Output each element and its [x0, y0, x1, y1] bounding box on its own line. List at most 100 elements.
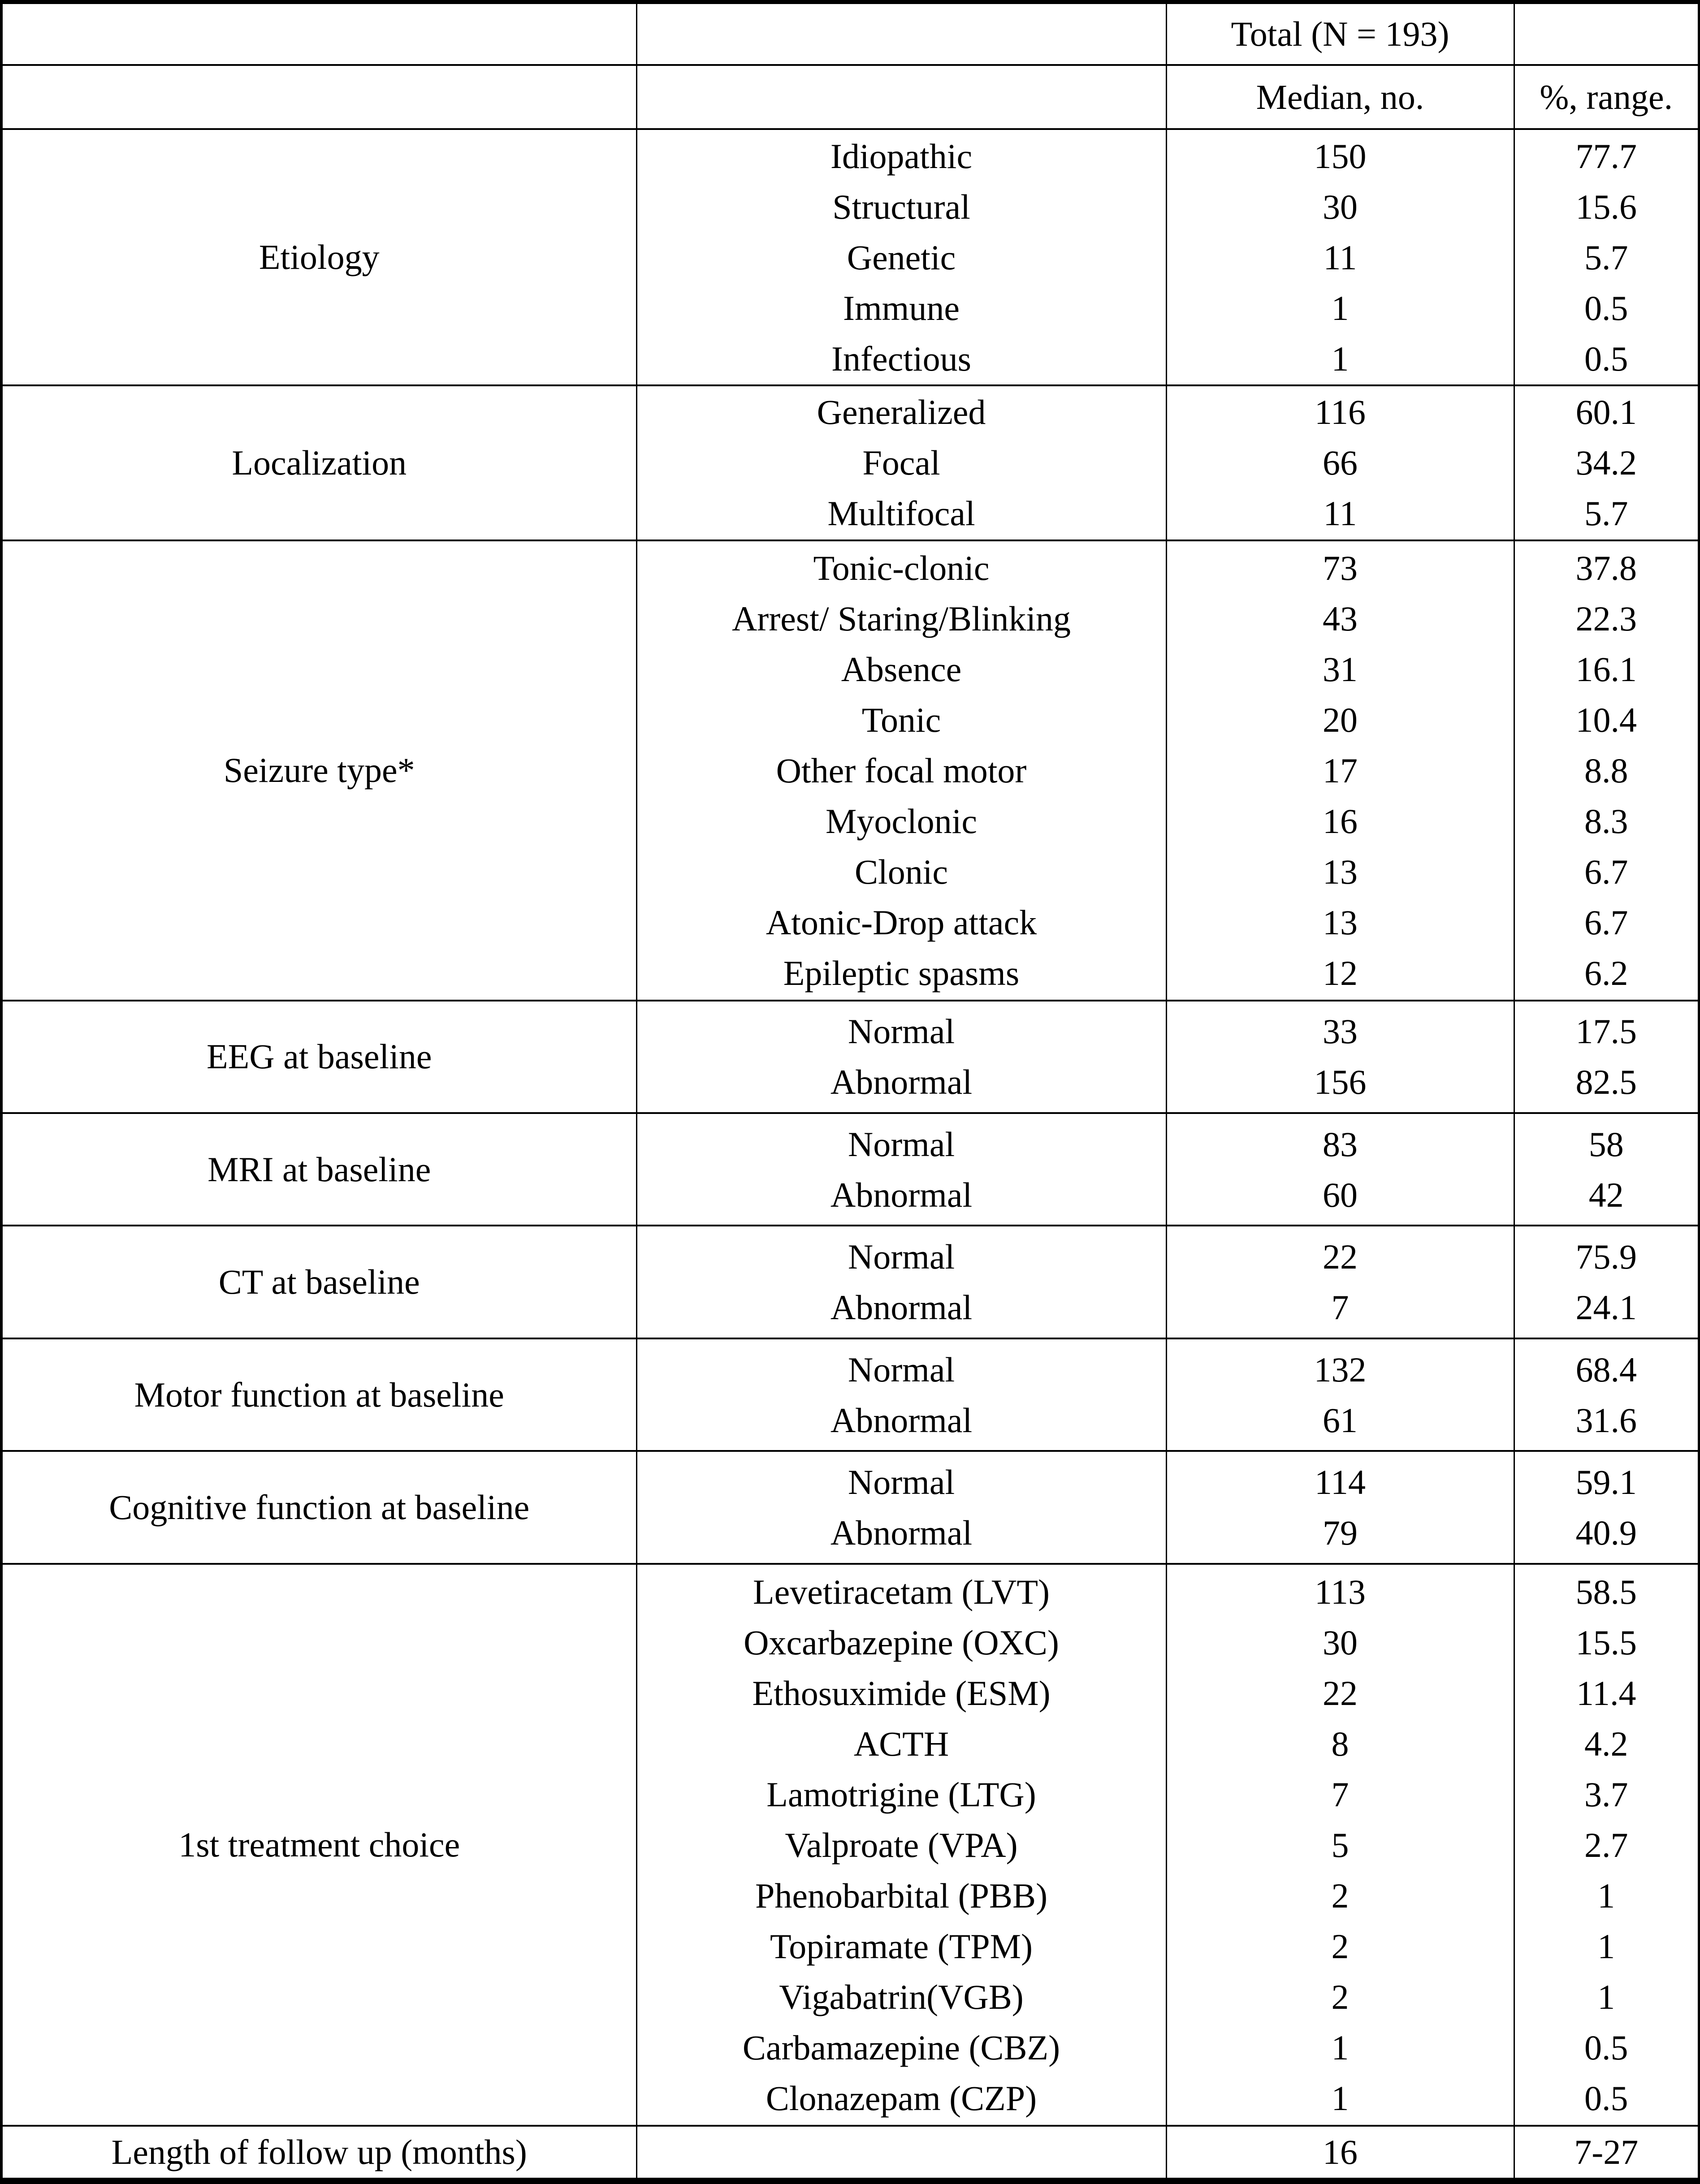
item-label: Absence — [841, 649, 962, 689]
item-median: 17 — [1323, 751, 1358, 790]
header-empty-cell — [636, 2, 1166, 65]
item-label: Genetic — [847, 237, 956, 277]
item-median: 22 — [1323, 1673, 1358, 1713]
item-label: Phenobarbital (PBB) — [755, 1876, 1048, 1915]
item-label: Generalized — [817, 393, 986, 432]
item-median: 66 — [1323, 443, 1358, 483]
item-label: Abnormal — [830, 1062, 973, 1102]
item-label: Vigabatrin(VGB) — [779, 1977, 1024, 2016]
item-median: 1 — [1331, 339, 1349, 378]
item-percent: 4.2 — [1584, 1724, 1628, 1763]
item-median: 1 — [1331, 288, 1349, 328]
section-label-etiology: Etiology — [1, 128, 636, 386]
item-median: 73 — [1323, 548, 1358, 587]
item-label: Immune — [843, 288, 960, 328]
item-label: Valproate (VPA) — [785, 1825, 1018, 1865]
item-label: Abnormal — [830, 1400, 973, 1440]
item-percent: 2.7 — [1584, 1825, 1628, 1865]
item-label: Levetiracetam (LVT) — [753, 1572, 1050, 1611]
footer-empty-cell — [636, 2125, 1166, 2181]
item-median: 5 — [1331, 1825, 1349, 1865]
item-median: 43 — [1323, 599, 1358, 638]
item-label: Normal — [848, 1463, 955, 1502]
item-label: Ethosuximide (ESM) — [752, 1673, 1051, 1713]
header-percent-label: %, range. — [1513, 64, 1700, 129]
section-localization: Localization Generalized Focal Multifoca… — [1, 384, 1700, 540]
item-percent: 42 — [1588, 1175, 1624, 1214]
section-mri: MRI at baseline Normal Abnormal 83 60 58… — [1, 1112, 1700, 1226]
item-label: Carbamazepine (CBZ) — [742, 2028, 1060, 2067]
item-median: 61 — [1323, 1400, 1358, 1440]
item-median: 22 — [1323, 1237, 1358, 1277]
section-label-motor-function: Motor function at baseline — [1, 1337, 636, 1451]
item-median: 116 — [1314, 393, 1366, 432]
item-label: Normal — [848, 1124, 955, 1164]
section-first-treatment: 1st treatment choice Levetiracetam (LVT)… — [1, 1562, 1700, 2126]
header-empty-cell — [636, 64, 1166, 129]
item-percent: 31.6 — [1575, 1400, 1637, 1440]
item-percent: 15.5 — [1575, 1623, 1637, 1662]
item-median: 7 — [1331, 1774, 1349, 1814]
item-percent: 37.8 — [1575, 548, 1637, 587]
section-label-mri: MRI at baseline — [1, 1112, 636, 1226]
item-label: Abnormal — [830, 1288, 973, 1327]
header-row-total: Total (N = 193) — [1, 2, 1700, 65]
item-label: Lamotrigine (LTG) — [766, 1774, 1036, 1814]
item-label: Arrest/ Staring/Blinking — [731, 599, 1071, 638]
item-label: Tonic-clonic — [813, 548, 990, 587]
footer-row: Length of follow up (months) 16 7-27 — [1, 2125, 1700, 2181]
item-percent: 77.7 — [1575, 136, 1637, 176]
item-median: 79 — [1323, 1513, 1358, 1553]
item-label: Other focal motor — [776, 751, 1027, 790]
item-percent: 82.5 — [1575, 1062, 1637, 1102]
item-label: Normal — [848, 1012, 955, 1051]
item-percent: 0.5 — [1584, 2078, 1628, 2118]
header-median-label: Median, no. — [1165, 64, 1514, 129]
item-percent: 1 — [1597, 1977, 1615, 2016]
item-percent: 0.5 — [1584, 339, 1628, 378]
item-percent: 34.2 — [1575, 443, 1637, 483]
header-total-label: Total (N = 193) — [1165, 2, 1514, 65]
item-median: 31 — [1323, 649, 1358, 689]
item-median: 1 — [1331, 2078, 1349, 2118]
section-label-first-treatment: 1st treatment choice — [1, 1562, 636, 2126]
item-label: Normal — [848, 1237, 955, 1277]
item-label: Clonic — [855, 852, 948, 891]
item-label: Oxcarbazepine (OXC) — [744, 1623, 1059, 1662]
item-median: 156 — [1314, 1062, 1367, 1102]
header-empty-cell — [1, 2, 636, 65]
item-label: ACTH — [853, 1724, 949, 1763]
item-median: 13 — [1323, 902, 1358, 942]
item-label: Tonic — [861, 700, 941, 739]
item-percent: 68.4 — [1575, 1350, 1637, 1389]
item-percent: 15.6 — [1575, 187, 1637, 226]
item-median: 114 — [1314, 1463, 1366, 1502]
item-median: 2 — [1331, 1876, 1349, 1915]
item-median: 150 — [1314, 136, 1367, 176]
item-label: Atonic-Drop attack — [766, 902, 1037, 942]
item-label: Clonazepam (CZP) — [766, 2078, 1037, 2118]
header-empty-cell — [1, 64, 636, 129]
item-label: Topiramate (TPM) — [770, 1926, 1033, 1966]
footer-label: Length of follow up (months) — [1, 2125, 636, 2181]
item-median: 60 — [1323, 1175, 1358, 1214]
item-percent: 17.5 — [1575, 1012, 1637, 1051]
item-median: 113 — [1314, 1572, 1366, 1611]
footer-percent: 7-27 — [1513, 2125, 1700, 2181]
section-ct: CT at baseline Normal Abnormal 22 7 75.9… — [1, 1225, 1700, 1338]
item-percent: 6.7 — [1584, 852, 1628, 891]
item-percent: 5.7 — [1584, 494, 1628, 533]
item-percent: 58.5 — [1575, 1572, 1637, 1611]
section-cognitive-function: Cognitive function at baseline Normal Ab… — [1, 1450, 1700, 1564]
footer-median: 16 — [1165, 2125, 1514, 2181]
item-label: Abnormal — [830, 1513, 973, 1553]
item-median: 1 — [1331, 2028, 1349, 2067]
section-label-seizure-type: Seizure type* — [1, 539, 636, 1001]
section-label-ct: CT at baseline — [1, 1225, 636, 1338]
item-percent: 3.7 — [1584, 1774, 1628, 1814]
item-percent: 1 — [1597, 1876, 1615, 1915]
section-seizure-type: Seizure type* Tonic-clonic Arrest/ Stari… — [1, 539, 1700, 1001]
item-median: 13 — [1323, 852, 1358, 891]
item-median: 33 — [1323, 1012, 1358, 1051]
